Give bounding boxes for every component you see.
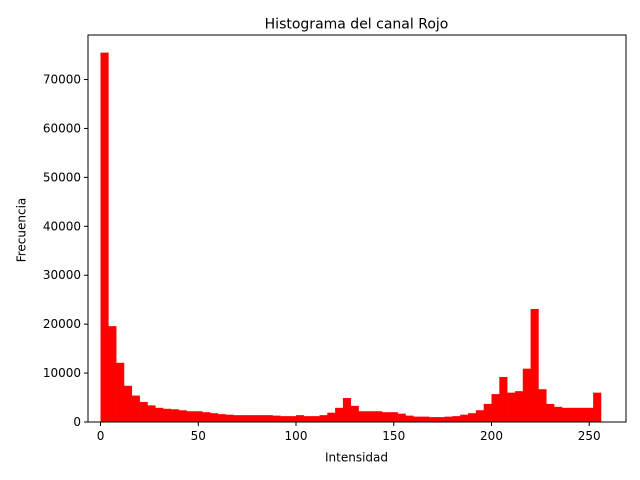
histogram-bar bbox=[311, 416, 320, 422]
y-tick-label: 10000 bbox=[43, 366, 81, 380]
x-tick-label: 150 bbox=[382, 429, 405, 443]
histogram-bar bbox=[491, 394, 500, 422]
histogram-bar bbox=[147, 405, 156, 422]
histogram-bar bbox=[374, 411, 383, 422]
histogram-bar bbox=[436, 417, 445, 422]
histogram-bar bbox=[561, 407, 570, 422]
histogram-bar bbox=[256, 415, 266, 422]
histogram-bar bbox=[163, 408, 172, 422]
plot-frame bbox=[87, 34, 627, 423]
histogram-bar bbox=[554, 406, 563, 422]
histogram-bar bbox=[272, 415, 281, 422]
histogram-bar bbox=[350, 405, 359, 422]
y-tick-label: 20000 bbox=[43, 317, 81, 331]
histogram-bar bbox=[202, 412, 211, 422]
histogram-bar bbox=[366, 411, 375, 422]
histogram-bar bbox=[194, 411, 203, 422]
histogram-bar bbox=[209, 413, 219, 422]
histogram-bar bbox=[475, 410, 484, 422]
histogram-bar bbox=[288, 416, 297, 422]
histogram-bar bbox=[155, 407, 164, 422]
histogram-bar bbox=[233, 415, 242, 422]
x-tick-label: 0 bbox=[97, 429, 105, 443]
y-axis-ticks: 0 10000 20000 30000 40000 50000 60000 70000 bbox=[43, 73, 88, 429]
histogram-bar bbox=[100, 52, 109, 423]
histogram-bar bbox=[444, 416, 453, 422]
histogram-bar bbox=[421, 416, 430, 422]
histogram-bar bbox=[170, 409, 180, 422]
histogram-bar bbox=[452, 416, 461, 422]
histogram-bar bbox=[530, 308, 539, 422]
x-tick-label: 250 bbox=[578, 429, 601, 443]
histogram-bar bbox=[468, 413, 477, 422]
histogram-bar bbox=[249, 415, 258, 422]
histogram-bar bbox=[569, 407, 578, 422]
histogram-bar bbox=[241, 415, 250, 422]
histogram-bar bbox=[319, 415, 328, 422]
histogram-bar bbox=[335, 407, 344, 422]
histogram-bar bbox=[123, 385, 133, 422]
histogram-bar bbox=[499, 376, 508, 422]
histogram-bar bbox=[116, 362, 125, 422]
histogram-bar bbox=[397, 413, 406, 422]
x-axis-label: Intensidad bbox=[325, 451, 388, 465]
histogram-bar bbox=[358, 411, 367, 422]
histogram-bar bbox=[342, 398, 352, 422]
y-tick-label: 60000 bbox=[43, 121, 81, 135]
y-tick-label: 40000 bbox=[43, 219, 81, 233]
histogram-bar bbox=[483, 403, 492, 422]
histogram-bar bbox=[389, 412, 398, 422]
histogram-bar bbox=[460, 414, 469, 422]
y-tick-label: 30000 bbox=[43, 268, 81, 282]
y-axis-label: Frecuencia bbox=[15, 198, 29, 263]
chart-title: Histograma del canal Rojo bbox=[265, 17, 449, 33]
histogram-bar bbox=[382, 412, 391, 422]
bars-group bbox=[100, 52, 602, 423]
histogram-bar bbox=[546, 403, 555, 422]
histogram-bar bbox=[264, 415, 273, 422]
histogram-bar bbox=[131, 395, 140, 422]
histogram-bar bbox=[405, 415, 414, 422]
x-tick-label: 100 bbox=[285, 429, 308, 443]
y-tick-label: 50000 bbox=[43, 170, 81, 184]
histogram-bar bbox=[303, 416, 312, 422]
histogram-bar bbox=[428, 417, 438, 422]
histogram-bar bbox=[507, 392, 516, 422]
x-axis-ticks: 0 50 100 150 200 250 bbox=[97, 422, 601, 443]
histogram-bar bbox=[593, 392, 602, 422]
x-tick-label: 200 bbox=[480, 429, 503, 443]
histogram-bar bbox=[225, 414, 234, 422]
histogram-bar bbox=[217, 414, 226, 422]
x-tick-label: 50 bbox=[191, 429, 206, 443]
histogram-bar bbox=[327, 412, 336, 422]
histogram-bar bbox=[577, 407, 586, 422]
histogram-bar bbox=[413, 416, 422, 422]
histogram-bar bbox=[514, 391, 524, 422]
histogram-bar bbox=[108, 326, 117, 422]
histogram-bar bbox=[585, 407, 594, 422]
histogram-bar bbox=[296, 415, 305, 422]
histogram-bar bbox=[538, 389, 547, 422]
y-tick-label: 0 bbox=[73, 415, 81, 429]
histogram-bar bbox=[522, 368, 531, 422]
y-tick-label: 70000 bbox=[43, 73, 81, 87]
histogram-bar bbox=[186, 411, 195, 422]
histogram-bar bbox=[280, 416, 289, 422]
histogram-bar bbox=[139, 401, 148, 422]
histogram-bar bbox=[178, 410, 187, 422]
